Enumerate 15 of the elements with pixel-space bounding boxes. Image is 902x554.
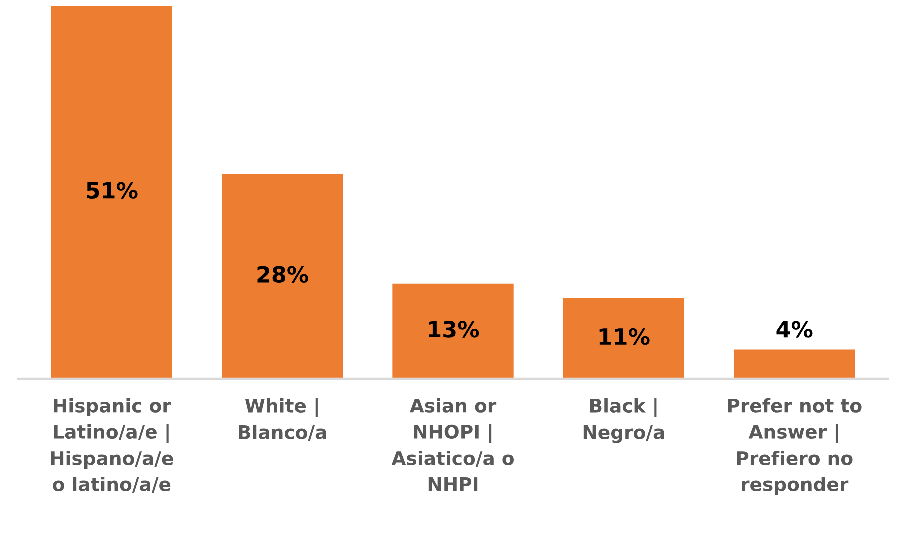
bar <box>392 284 514 379</box>
data-label: 51% <box>87 182 138 199</box>
data-label: 4% <box>776 321 813 338</box>
bar <box>563 298 685 379</box>
data-label: 13% <box>429 321 480 338</box>
bar <box>51 6 172 379</box>
data-label: 11% <box>600 328 650 346</box>
bar <box>734 350 856 379</box>
x-tick-label: Hispanic or Latino/a/e | Hispano/a/e o latino/a/e <box>51 398 174 493</box>
x-tick-label: Asian or NHOPI | Asiatico/a o NHPI <box>392 398 514 492</box>
x-tick-label: Prefer not to Answer | Prefiero no responder <box>728 398 862 496</box>
data-label: 28% <box>258 266 308 284</box>
bar <box>222 174 344 379</box>
x-tick-label: Black | Negro/a <box>584 398 664 444</box>
x-tick-label: White | Blanco/a <box>239 398 326 441</box>
